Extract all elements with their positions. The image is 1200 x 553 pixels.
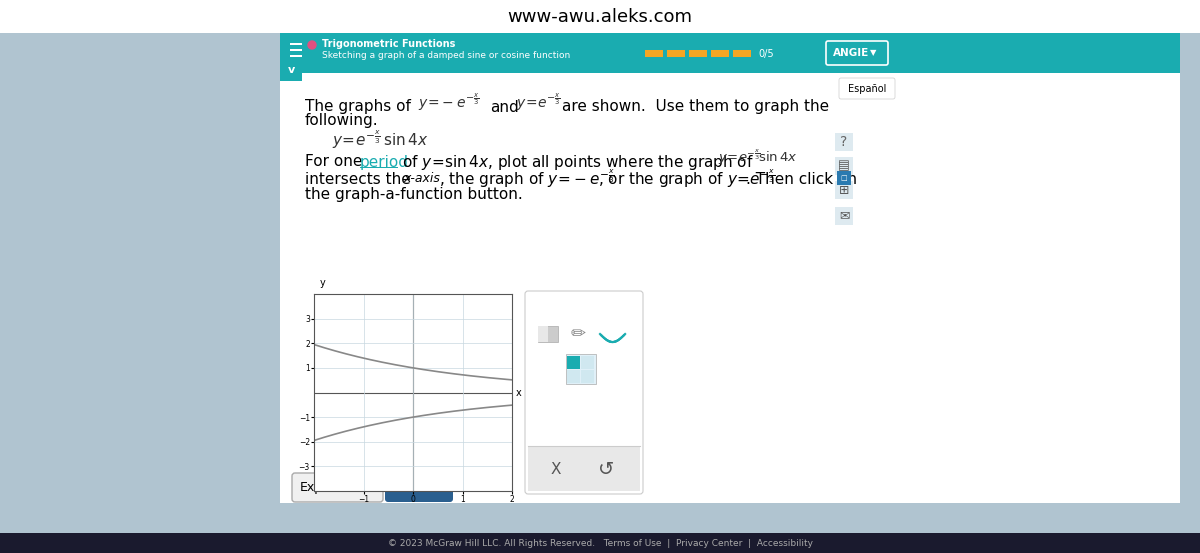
- Text: Explanation: Explanation: [300, 482, 374, 494]
- Text: are shown.  Use them to graph the: are shown. Use them to graph the: [562, 100, 829, 114]
- Bar: [689, 50, 707, 57]
- Text: ?: ?: [840, 135, 847, 149]
- Text: ▤: ▤: [838, 159, 850, 173]
- Text: ANGIE: ANGIE: [833, 48, 869, 58]
- Text: The graphs of: The graphs of: [305, 100, 410, 114]
- Text: and: and: [490, 100, 518, 114]
- Text: © 2023 McGraw Hill LLC. All Rights Reserved.   Terms of Use  |  Privacy Center  : © 2023 McGraw Hill LLC. All Rights Reser…: [388, 539, 812, 547]
- Bar: [835, 133, 853, 151]
- Bar: [538, 326, 558, 342]
- Text: □: □: [841, 175, 847, 181]
- FancyBboxPatch shape: [526, 291, 643, 494]
- Text: $y\!=\!e^{-\frac{x}{3}}\,\sin 4x$: $y\!=\!e^{-\frac{x}{3}}\,\sin 4x$: [332, 129, 428, 151]
- Text: period: period: [360, 154, 409, 170]
- Bar: [280, 59, 302, 81]
- Bar: [710, 50, 730, 57]
- Text: , or the graph of $y\!=\!e^{-\frac{x}{3}}$: , or the graph of $y\!=\!e^{-\frac{x}{3}…: [598, 168, 775, 190]
- Bar: [566, 354, 596, 384]
- Text: Trigonometric Functions: Trigonometric Functions: [322, 39, 455, 49]
- Bar: [733, 50, 751, 57]
- Bar: [538, 326, 548, 342]
- Text: ↺: ↺: [598, 460, 614, 478]
- Text: . Then click on: . Then click on: [746, 171, 857, 186]
- Bar: [667, 50, 685, 57]
- FancyBboxPatch shape: [385, 473, 454, 502]
- Bar: [646, 50, 662, 57]
- Bar: [568, 356, 580, 369]
- Text: For one: For one: [305, 154, 362, 170]
- Text: y: y: [320, 278, 325, 288]
- Bar: [838, 171, 851, 185]
- Text: x-axis: x-axis: [403, 173, 440, 185]
- Text: www-awu.aleks.com: www-awu.aleks.com: [508, 8, 692, 26]
- Bar: [0, 0, 1200, 33]
- Text: ✉: ✉: [839, 210, 850, 222]
- Bar: [568, 370, 580, 383]
- Bar: [290, 49, 302, 51]
- Bar: [0, 533, 1200, 553]
- FancyBboxPatch shape: [292, 473, 383, 502]
- Bar: [280, 73, 1180, 503]
- Bar: [280, 33, 1180, 73]
- Bar: [581, 370, 594, 383]
- Text: $y\!=\!e^{-\frac{x}{3}}\!\sin 4x$: $y\!=\!e^{-\frac{x}{3}}\!\sin 4x$: [718, 147, 798, 166]
- Bar: [835, 157, 853, 175]
- Text: , the graph of $y\!=\!-e^{-\frac{x}{3}}$: , the graph of $y\!=\!-e^{-\frac{x}{3}}$: [439, 168, 614, 190]
- Bar: [290, 43, 302, 45]
- FancyBboxPatch shape: [839, 78, 895, 99]
- Text: Check: Check: [398, 482, 440, 494]
- Text: following.: following.: [305, 112, 379, 128]
- Text: X: X: [551, 462, 562, 477]
- Text: x: x: [516, 388, 522, 398]
- Bar: [290, 55, 302, 57]
- Text: ✏: ✏: [570, 325, 586, 343]
- Text: $y\!=\!e^{-\frac{x}{3}}$: $y\!=\!e^{-\frac{x}{3}}$: [516, 91, 560, 113]
- Bar: [581, 356, 594, 369]
- Text: Español: Español: [848, 84, 886, 94]
- Bar: [360, 167, 398, 168]
- Text: intersects the: intersects the: [305, 171, 410, 186]
- Text: ⊞: ⊞: [839, 184, 850, 196]
- Text: the graph-a-function button.: the graph-a-function button.: [305, 187, 523, 202]
- Text: ▼: ▼: [870, 49, 876, 58]
- Bar: [528, 446, 640, 491]
- Text: Sketching a graph of a damped sine or cosine function: Sketching a graph of a damped sine or co…: [322, 50, 570, 60]
- FancyBboxPatch shape: [826, 41, 888, 65]
- Text: $y\!=\!-e^{-\frac{x}{3}}$: $y\!=\!-e^{-\frac{x}{3}}$: [418, 91, 480, 113]
- Bar: [835, 181, 853, 199]
- Text: 0/5: 0/5: [758, 49, 774, 59]
- Bar: [835, 207, 853, 225]
- Circle shape: [308, 41, 316, 49]
- Text: of $y\!=\!\sin 4x$, plot all points where the graph of: of $y\!=\!\sin 4x$, plot all points wher…: [402, 153, 754, 171]
- Text: v: v: [287, 65, 295, 75]
